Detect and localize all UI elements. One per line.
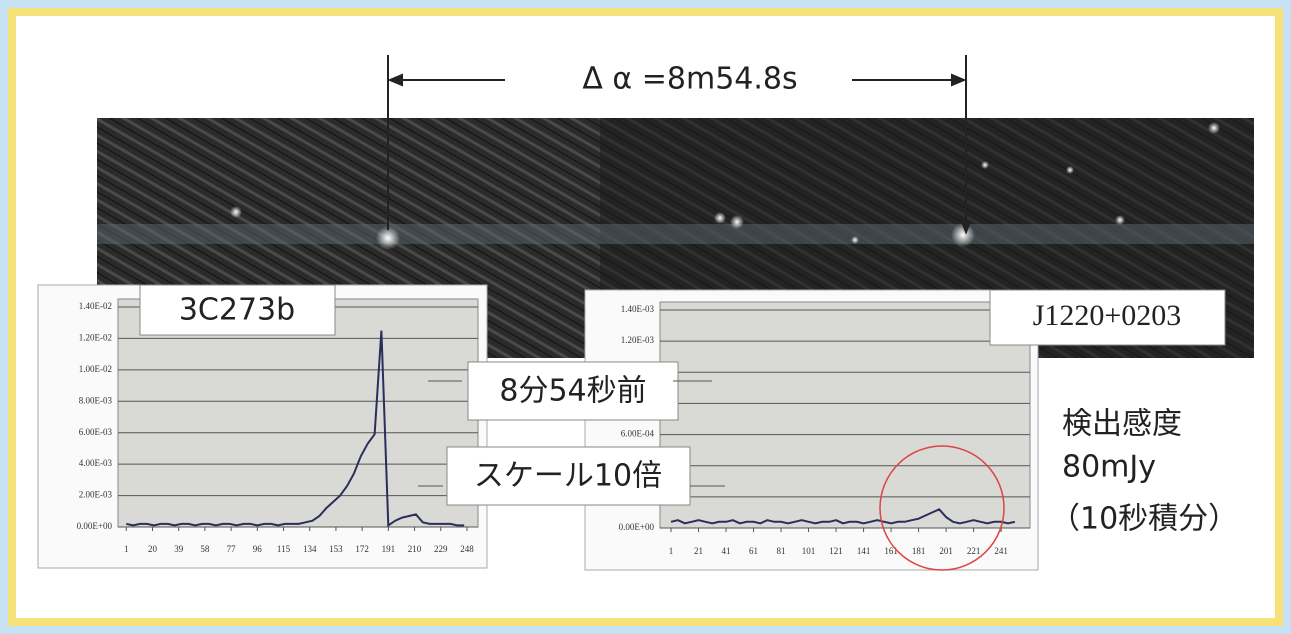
- x-tick-label: 20: [148, 544, 158, 554]
- x-tick-label: 81: [777, 546, 786, 556]
- x-tick-label: 134: [303, 544, 317, 554]
- x-tick-label: 172: [355, 544, 369, 554]
- x-tick-label: 21: [694, 546, 703, 556]
- annotation: スケール10倍: [474, 459, 662, 494]
- y-tick-label: 6.00E-03: [79, 427, 113, 437]
- x-tick-label: 141: [857, 546, 871, 556]
- x-tick-label: 121: [829, 546, 843, 556]
- y-tick-label: 6.00E-04: [621, 429, 655, 439]
- x-tick-label: 248: [460, 544, 474, 554]
- x-tick-label: 39: [174, 544, 184, 554]
- x-tick-label: 153: [329, 544, 343, 554]
- x-tick-label: 229: [434, 544, 448, 554]
- x-tick-label: 61: [749, 546, 758, 556]
- x-tick-label: 1: [669, 546, 674, 556]
- y-tick-label: 1.20E-03: [621, 335, 655, 345]
- x-tick-label: 221: [967, 546, 981, 556]
- annotation: 8分54秒前: [499, 374, 646, 409]
- chart-title: J1220+0203: [1033, 299, 1182, 332]
- x-tick-label: 210: [408, 544, 422, 554]
- x-tick-label: 181: [912, 546, 926, 556]
- y-tick-label: 1.00E-02: [79, 364, 112, 374]
- x-tick-label: 96: [253, 544, 263, 554]
- y-tick-label: 1.40E-02: [79, 301, 112, 311]
- sensitivity: 80mJy: [1062, 450, 1156, 485]
- sensitivity: 検出感度: [1062, 407, 1182, 442]
- x-tick-label: 101: [802, 546, 816, 556]
- figure: Δ α =8m54.8s 0.00E+00 2.00E-03 4.00E-03 6.0…: [0, 0, 1291, 634]
- x-tick-label: 58: [200, 544, 210, 554]
- x-tick-label: 115: [277, 544, 291, 554]
- chart-title: 3C273b: [179, 293, 295, 328]
- y-tick-label: 2.00E-03: [79, 490, 113, 500]
- x-tick-label: 161: [884, 546, 898, 556]
- x-tick-label: 191: [382, 544, 396, 554]
- x-tick-label: 201: [939, 546, 953, 556]
- x-tick-label: 77: [227, 544, 237, 554]
- plot-area: [660, 302, 1030, 528]
- y-tick-label: 1.40E-03: [621, 304, 655, 314]
- y-tick-label: 8.00E-03: [79, 395, 113, 405]
- y-tick-label: 1.20E-02: [79, 332, 112, 342]
- y-tick-label: 0.00E+00: [77, 521, 113, 531]
- x-tick-label: 41: [722, 546, 731, 556]
- y-tick-label: 4.00E-03: [79, 458, 113, 468]
- delta-alpha: Δ α =8m54.8s: [582, 62, 797, 97]
- sensitivity: （10秒積分）: [1050, 502, 1238, 537]
- x-tick-label: 241: [994, 546, 1008, 556]
- x-tick-label: 1: [124, 544, 129, 554]
- y-tick-label: 0.00E+00: [619, 522, 655, 532]
